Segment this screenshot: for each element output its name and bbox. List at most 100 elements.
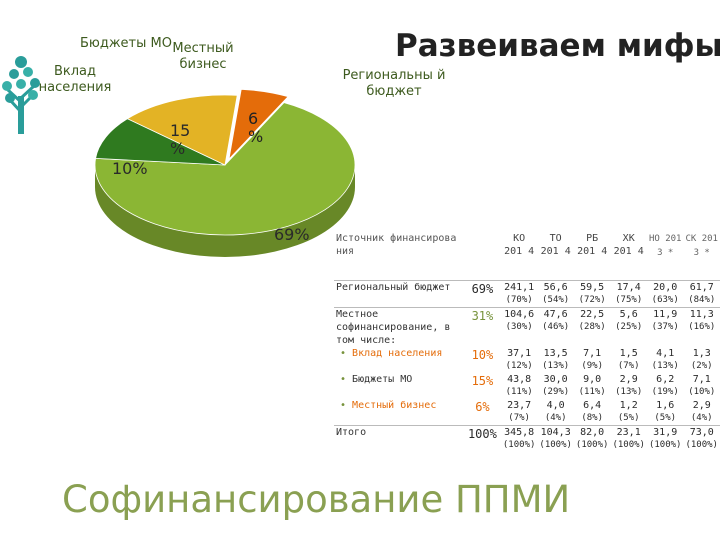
pie-pct-population: 10%	[112, 159, 148, 178]
cell-value: 82,0	[580, 427, 605, 438]
cell-value: 4,1	[656, 348, 675, 359]
cell-value: 23,1	[616, 427, 641, 438]
cell-percent: (4%)	[544, 413, 567, 423]
cell-percent: (54%)	[542, 295, 570, 305]
row-budget-mo: • Бюджеты МО 15% 43,8 (11%) 30,0 (29%) 9,0 (11%…	[334, 373, 720, 399]
pie-label-population: Вклад населения	[38, 64, 112, 95]
cell-value: 104,6	[504, 309, 535, 320]
cell-value: 37,1	[507, 348, 532, 359]
slide-title: Развеиваем мифы	[395, 28, 720, 64]
table-cell: 59,5 (72%)	[573, 280, 611, 308]
table-cell: 2,9 (4%)	[683, 399, 720, 426]
cell-value: 7,1	[583, 348, 602, 359]
row-share: 100%	[463, 425, 501, 452]
header-share	[464, 226, 501, 281]
table-cell: 23,7 (7%)	[501, 399, 538, 426]
cell-value: 345,8	[504, 427, 535, 438]
table-cell: 31,9 (100%)	[646, 425, 684, 452]
cell-percent: (100%)	[648, 440, 682, 450]
cell-percent: (12%)	[505, 361, 533, 371]
cell-percent: (16%)	[688, 322, 716, 332]
pie-chart	[94, 88, 356, 257]
cell-value: 5,6	[619, 309, 638, 320]
table-cell: 104,6 (30%)	[500, 307, 538, 347]
cell-value: 13,5	[543, 348, 568, 359]
cell-percent: (46%)	[542, 322, 570, 332]
cell-percent: (37%)	[651, 322, 679, 332]
table-cell: 4,0 (4%)	[537, 399, 574, 426]
cell-value: 23,7	[507, 400, 532, 411]
cell-value: 30,0	[543, 374, 568, 385]
table-cell: 6,4 (8%)	[574, 399, 611, 426]
pie-slice-population	[95, 118, 226, 166]
row-share: 6%	[475, 400, 490, 414]
cell-value: 31,9	[653, 427, 678, 438]
header-no: НО 201 3 *	[647, 226, 684, 281]
table-cell: 30,0 (29%)	[537, 373, 574, 399]
cell-value: 22,5	[580, 309, 605, 320]
cell-percent: (100%)	[685, 440, 718, 450]
cell-value: 241,1	[504, 282, 535, 293]
cell-value: 11,3	[689, 309, 714, 320]
row-label-text: Вклад населения	[352, 348, 443, 359]
cell-percent: (25%)	[615, 322, 643, 332]
slide-subtitle: Софинансирование ППМИ	[62, 478, 571, 521]
cell-percent: (19%)	[651, 387, 679, 397]
cell-percent: (4%)	[690, 413, 713, 423]
table-cell: 9,0 (11%)	[574, 373, 611, 399]
row-label: Региональный бюджет	[334, 280, 464, 308]
header-sk: СК 201 3 *	[683, 226, 720, 281]
table-cell: 1,6 (5%)	[647, 399, 684, 426]
cell-value: 6,4	[583, 400, 602, 411]
cell-value: 73,0	[689, 427, 714, 438]
row-label-text: Бюджеты МО	[352, 374, 413, 385]
cell-percent: (30%)	[505, 322, 533, 332]
cell-value: 11,9	[653, 309, 678, 320]
cell-percent: (7%)	[617, 361, 640, 371]
table-header-row: Источник финансирова ния КО 201 4 ТО 201…	[334, 226, 720, 281]
cell-value: 43,8	[507, 374, 532, 385]
pie-pct-regional: 69%	[274, 225, 310, 244]
table-cell: 2,9 (13%)	[610, 373, 647, 399]
cell-value: 4,0	[546, 400, 565, 411]
table-cell: 23,1 (100%)	[610, 425, 647, 452]
cell-value: 2,9	[692, 400, 711, 411]
table-cell: 241,1 (70%)	[500, 280, 538, 308]
bullet-icon: •	[340, 374, 353, 385]
cell-value: 1,6	[656, 400, 675, 411]
row-label-text: Местное софинансирование, в том числе:	[336, 309, 451, 346]
cell-percent: (70%)	[505, 295, 533, 305]
bullet-icon: •	[340, 348, 353, 359]
cell-value: 56,6	[543, 282, 568, 293]
cell-percent: (100%)	[502, 440, 536, 450]
cell-percent: (29%)	[542, 387, 570, 397]
table-cell: 4,1 (13%)	[647, 347, 684, 373]
cell-value: 61,7	[689, 282, 714, 293]
pie-slice-regional-side	[95, 165, 355, 257]
table-cell: 7,1 (9%)	[574, 347, 611, 373]
cell-value: 9,0	[583, 374, 602, 385]
cell-percent: (75%)	[615, 295, 643, 305]
row-label: • Вклад населения	[334, 347, 464, 373]
cell-value: 47,6	[543, 309, 568, 320]
table-cell: 20,0 (63%)	[646, 280, 684, 308]
cell-value: 1,3	[692, 348, 711, 359]
table-cell: 43,8 (11%)	[501, 373, 538, 399]
cell-percent: (13%)	[615, 387, 643, 397]
pie-label-budget-mo: Бюджеты МО	[80, 36, 172, 51]
table-cell: 73,0 (100%)	[683, 425, 720, 452]
table-cell: 345,8 (100%)	[500, 425, 538, 452]
cell-value: 2,9	[619, 374, 638, 385]
cell-percent: (7%)	[508, 413, 530, 423]
row-share: 69%	[463, 280, 501, 308]
table-cell: 22,5 (28%)	[573, 307, 611, 347]
table-cell: 13,5 (13%)	[537, 347, 574, 373]
table-cell: 104,3 (100%)	[537, 425, 574, 452]
table-cell: 1,3 (2%)	[683, 347, 720, 373]
cell-percent: (28%)	[578, 322, 606, 332]
row-business: • Местный бизнес 6% 23,7 (7%) 4,0 (4%) 6,4 (8%)…	[334, 399, 720, 426]
table-cell: 11,9 (37%)	[646, 307, 684, 347]
cell-value: 1,5	[619, 348, 638, 359]
table-cell: 5,6 (25%)	[610, 307, 647, 347]
row-share: 31%	[463, 307, 501, 347]
